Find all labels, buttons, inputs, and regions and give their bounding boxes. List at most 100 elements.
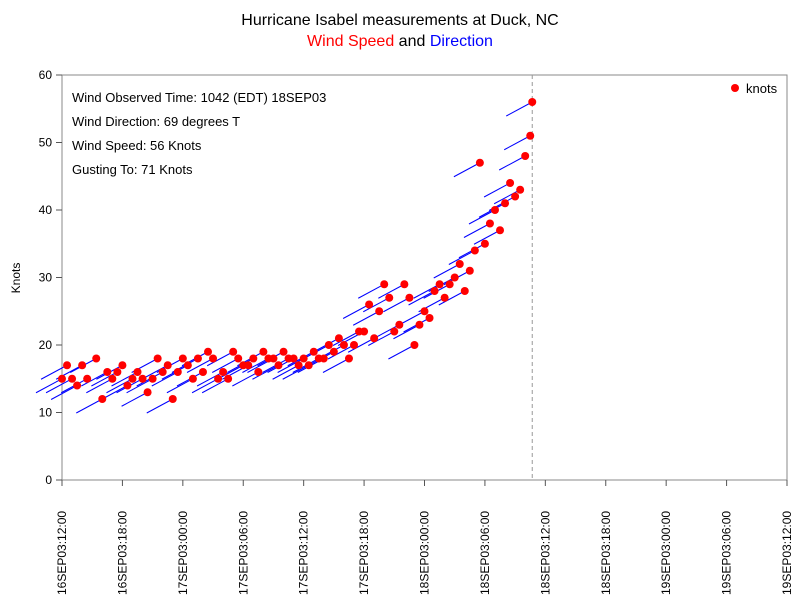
data-point xyxy=(475,158,484,167)
legend-marker xyxy=(731,84,739,92)
direction-line xyxy=(393,324,420,340)
data-point xyxy=(68,374,77,383)
data-point xyxy=(193,354,202,363)
data-point xyxy=(294,361,303,370)
plot-frame xyxy=(61,74,788,481)
data-point xyxy=(73,381,82,390)
data-point xyxy=(526,131,535,140)
data-point xyxy=(219,368,228,376)
x-tick-label: 19SEP03:12:00 xyxy=(780,511,794,595)
data-point xyxy=(360,327,369,336)
data-point xyxy=(214,374,223,383)
data-point xyxy=(259,347,268,356)
data-point xyxy=(83,374,92,383)
data-point xyxy=(113,368,122,376)
direction-line xyxy=(378,283,405,299)
data-point xyxy=(168,395,177,403)
data-point xyxy=(153,354,162,363)
data-point xyxy=(78,361,87,370)
annotation-observed-time: Wind Observed Time: 1042 (EDT) 18SEP03 xyxy=(72,90,326,105)
data-point xyxy=(183,361,192,370)
y-tick-label: 40 xyxy=(39,203,53,217)
data-point xyxy=(289,354,298,363)
y-tick-label: 60 xyxy=(39,68,53,82)
data-point xyxy=(410,341,419,349)
x-tick-label: 17SEP03:12:00 xyxy=(297,511,311,595)
data-point xyxy=(445,280,454,289)
annotation-block: Wind Observed Time: 1042 (EDT) 18SEP03 W… xyxy=(72,90,326,177)
direction-line xyxy=(50,385,78,400)
direction-line xyxy=(332,331,360,346)
data-point xyxy=(63,361,72,370)
data-point xyxy=(528,98,537,106)
direction-line xyxy=(433,263,460,279)
x-tick-label: 17SEP03:00:00 xyxy=(176,511,190,595)
direction-line xyxy=(506,101,533,117)
data-point xyxy=(405,293,414,302)
data-point xyxy=(375,307,384,316)
x-tick-label: 17SEP03:06:00 xyxy=(236,511,250,595)
data-point xyxy=(455,260,464,268)
data-point xyxy=(229,347,238,356)
direction-line xyxy=(453,162,481,178)
direction-line xyxy=(468,209,496,225)
y-axis: 0 10 20 30 40 50 60 xyxy=(39,68,62,487)
data-point xyxy=(430,287,439,295)
x-tick-label: 17SEP03:18:00 xyxy=(357,511,371,595)
data-point xyxy=(516,185,525,194)
data-point xyxy=(440,293,449,302)
direction-line xyxy=(448,250,476,265)
direction-line xyxy=(45,378,73,394)
data-point xyxy=(480,239,489,248)
direction-line xyxy=(232,371,259,387)
direction-line xyxy=(191,378,219,394)
x-tick-label: 18SEP03:18:00 xyxy=(599,511,613,595)
data-point xyxy=(496,226,505,235)
data-point xyxy=(490,206,499,214)
data-point xyxy=(415,320,424,329)
data-point xyxy=(128,374,137,383)
data-point xyxy=(420,307,429,316)
chart-title: Hurricane Isabel measurements at Duck, N… xyxy=(241,12,558,29)
direction-line xyxy=(322,358,350,373)
subtitle-and: and xyxy=(394,33,430,50)
data-point xyxy=(178,354,187,363)
annotation-wind-direction: Wind Direction: 69 degrees T xyxy=(72,114,240,129)
data-point xyxy=(299,354,308,363)
direction-line xyxy=(211,358,239,373)
direction-line xyxy=(438,290,466,306)
direction-line xyxy=(106,378,133,394)
data-point xyxy=(465,266,474,275)
direction-line xyxy=(166,378,194,394)
direction-line xyxy=(146,398,174,414)
data-point xyxy=(304,361,313,370)
direction-line xyxy=(277,358,304,373)
direction-line xyxy=(40,364,68,380)
data-point xyxy=(425,314,434,322)
data-point xyxy=(521,152,530,160)
direction-line xyxy=(91,371,118,387)
data-point xyxy=(324,341,333,349)
direction-line xyxy=(463,223,491,238)
data-point xyxy=(506,179,515,187)
x-tick-label: 16SEP03:12:00 xyxy=(55,511,69,595)
data-point xyxy=(234,354,243,363)
data-point xyxy=(123,381,132,390)
annotation-wind-speed: Wind Speed: 56 Knots xyxy=(72,138,202,153)
data-point xyxy=(254,368,263,376)
data-point xyxy=(470,246,479,255)
data-point xyxy=(450,273,459,282)
direction-line xyxy=(252,364,279,380)
data-point xyxy=(309,347,318,356)
direction-line xyxy=(347,337,375,353)
data-point xyxy=(460,287,469,295)
data-point xyxy=(279,347,288,356)
data-point xyxy=(209,354,218,363)
data-point xyxy=(344,354,353,363)
direction-line xyxy=(186,358,214,373)
direction-line xyxy=(408,290,435,306)
direction-line xyxy=(111,371,138,387)
data-point xyxy=(198,368,207,376)
data-point xyxy=(395,320,404,329)
x-tick-label: 18SEP03:06:00 xyxy=(478,511,492,595)
